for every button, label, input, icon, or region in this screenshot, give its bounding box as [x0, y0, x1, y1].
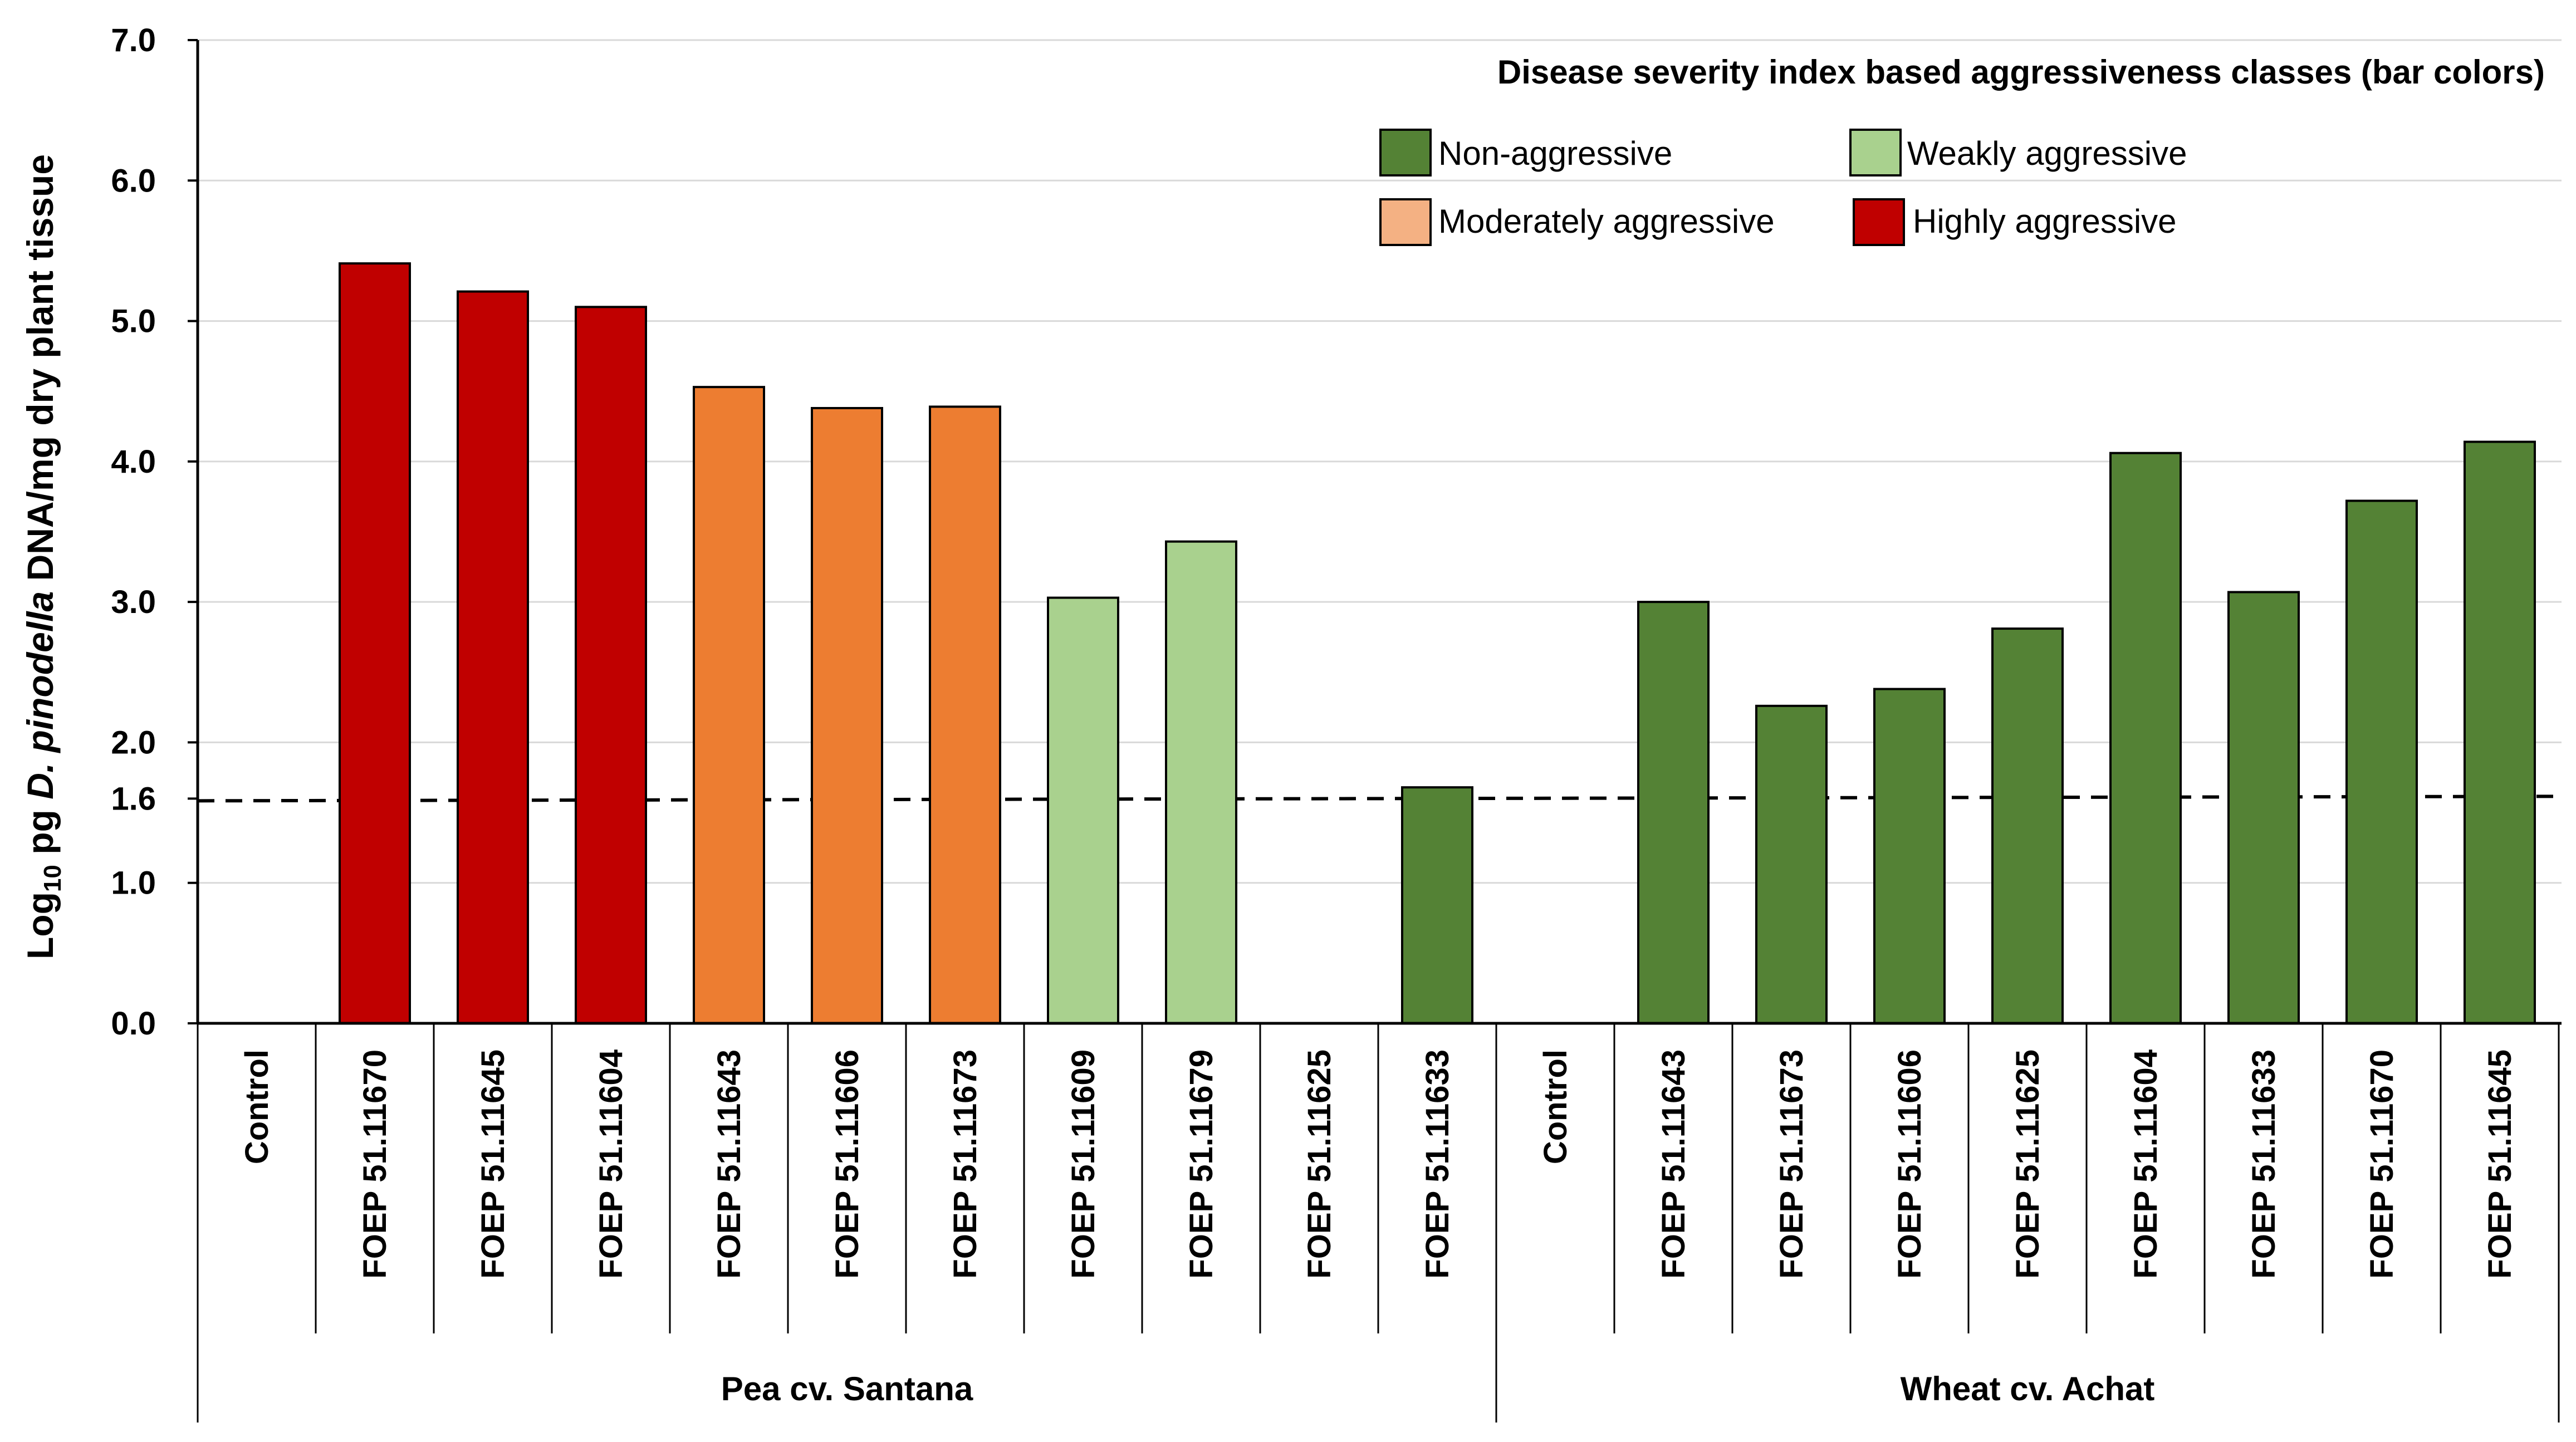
bar-pea-cv-santana-foep-51-11643: [693, 386, 765, 1024]
group-labels: Pea cv. Santana Wheat cv. Achat: [721, 1370, 2155, 1407]
category-label-pea-cv-santana-foep-51-11673: FOEP 51.11673: [947, 1049, 983, 1279]
bar-wheat-cv-achat-foep-51-11643: [1637, 601, 1710, 1024]
category-label-wheat-cv-achat-foep-51-11604: FOEP 51.11604: [2128, 1049, 2164, 1279]
category-label-pea-cv-santana-foep-51-11670: FOEP 51.11670: [357, 1049, 393, 1279]
bar-pea-cv-santana-foep-51-11609: [1047, 596, 1119, 1025]
category-label-pea-cv-santana-foep-51-11606: FOEP 51.11606: [829, 1049, 865, 1279]
legend-item-weakly-aggressive: Weakly aggressive: [1849, 129, 2187, 176]
category-label-pea-cv-santana-control: Control: [239, 1049, 275, 1164]
threshold-line: [197, 794, 2562, 803]
legend-label-moderately-aggressive: Moderately aggressive: [1438, 203, 1775, 240]
legend-item-moderately-aggressive: Moderately aggressive: [1379, 198, 1775, 246]
category-label-wheat-cv-achat-foep-51-11645: FOEP 51.11645: [2482, 1049, 2518, 1279]
bar-wheat-cv-achat-foep-51-11645: [2464, 440, 2536, 1025]
y-tick-label-0-0: 0.0: [111, 1006, 156, 1042]
bar-wheat-cv-achat-foep-51-11604: [2109, 452, 2182, 1024]
y-tick-labels: 0.0 1.0 1.6 2.0 3.0 4.0 5.0 6.0 7.0: [111, 22, 198, 1042]
bar-pea-cv-santana-foep-51-11670: [339, 262, 411, 1024]
legend-label-highly-aggressive: Highly aggressive: [1913, 203, 2177, 240]
legend-swatch-highly-aggressive: [1853, 198, 1905, 246]
legend-swatch-non-aggressive: [1379, 129, 1432, 176]
bar-pea-cv-santana-foep-51-11645: [457, 290, 529, 1024]
legend-swatch-moderately-aggressive: [1379, 198, 1432, 246]
bar-wheat-cv-achat-foep-51-11633: [2227, 591, 2300, 1025]
y-tick-label-4-0: 4.0: [111, 444, 156, 480]
category-label-pea-cv-santana-foep-51-11643: FOEP 51.11643: [711, 1049, 747, 1279]
y-axis-label-middle: pg: [19, 800, 61, 865]
y-tick-label-1-0: 1.0: [111, 865, 156, 901]
legend-label-weakly-aggressive: Weakly aggressive: [1907, 135, 2187, 172]
bar-pea-cv-santana-foep-51-11604: [575, 306, 647, 1024]
y-tick-label-6-0: 6.0: [111, 163, 156, 199]
category-label-pea-cv-santana-foep-51-11679: FOEP 51.11679: [1183, 1049, 1220, 1279]
bars: [339, 262, 2536, 1025]
bar-pea-cv-santana-foep-51-11673: [929, 405, 1001, 1024]
y-axis-label-subscript: 10: [39, 865, 66, 892]
category-labels: Control FOEP 51.11670 FOEP 51.11645 FOEP 51…: [239, 1049, 2518, 1279]
y-axis-label-suffix: DNA/mg dry plant tissue: [19, 154, 61, 591]
y-tick-label-1-6: 1.6: [111, 781, 156, 817]
category-label-wheat-cv-achat-foep-51-11643: FOEP 51.11643: [1656, 1049, 1692, 1279]
y-axis-label: Log10 pg D. pinodella DNA/mg dry plant t…: [19, 154, 66, 959]
category-label-wheat-cv-achat-foep-51-11625: FOEP 51.11625: [2010, 1049, 2046, 1279]
legend-item-highly-aggressive: Highly aggressive: [1853, 198, 2177, 246]
category-label-wheat-cv-achat-foep-51-11633: FOEP 51.11633: [2246, 1049, 2282, 1279]
category-label-pea-cv-santana-foep-51-11645: FOEP 51.11645: [475, 1049, 511, 1279]
legend-item-non-aggressive: Non-aggressive: [1379, 129, 1672, 176]
bar-wheat-cv-achat-foep-51-11625: [1991, 627, 2064, 1024]
legend: Disease severity index based aggressiven…: [1379, 53, 2545, 246]
threshold: [197, 794, 2562, 803]
category-label-wheat-cv-achat-control: Control: [1537, 1049, 1574, 1164]
y-tick-label-7-0: 7.0: [111, 22, 156, 58]
category-label-pea-cv-santana-foep-51-11604: FOEP 51.11604: [593, 1049, 629, 1279]
bar-pea-cv-santana-foep-51-11606: [811, 406, 883, 1025]
bar-wheat-cv-achat-foep-51-11670: [2345, 499, 2418, 1024]
y-tick-label-5-0: 5.0: [111, 303, 156, 340]
y-axis-label-prefix: Log: [19, 892, 61, 959]
bar-wheat-cv-achat-foep-51-11673: [1755, 704, 1828, 1024]
bar-pea-cv-santana-foep-51-11679: [1165, 540, 1237, 1024]
y-tick-label-2-0: 2.0: [111, 724, 156, 761]
category-label-pea-cv-santana-foep-51-11609: FOEP 51.11609: [1065, 1049, 1101, 1279]
legend-label-non-aggressive: Non-aggressive: [1438, 135, 1672, 172]
category-label-pea-cv-santana-foep-51-11633: FOEP 51.11633: [1419, 1049, 1456, 1279]
group-label-pea-cv-santana: Pea cv. Santana: [721, 1370, 973, 1407]
group-label-wheat-cv-achat: Wheat cv. Achat: [1901, 1370, 2155, 1407]
legend-title: Disease severity index based aggressiven…: [1497, 53, 2545, 91]
bar-pea-cv-santana-foep-51-11633: [1401, 786, 1473, 1025]
category-label-pea-cv-santana-foep-51-11625: FOEP 51.11625: [1301, 1049, 1338, 1279]
y-tick-label-3-0: 3.0: [111, 584, 156, 620]
category-label-wheat-cv-achat-foep-51-11606: FOEP 51.11606: [1892, 1049, 1928, 1279]
y-axis-label-italic: D. pinodella: [19, 591, 61, 800]
axes: [196, 40, 2562, 1423]
legend-swatch-weakly-aggressive: [1849, 129, 1902, 176]
category-label-wheat-cv-achat-foep-51-11673: FOEP 51.11673: [1774, 1049, 1810, 1279]
category-label-wheat-cv-achat-foep-51-11670: FOEP 51.11670: [2364, 1049, 2400, 1279]
bar-wheat-cv-achat-foep-51-11606: [1873, 688, 1946, 1025]
